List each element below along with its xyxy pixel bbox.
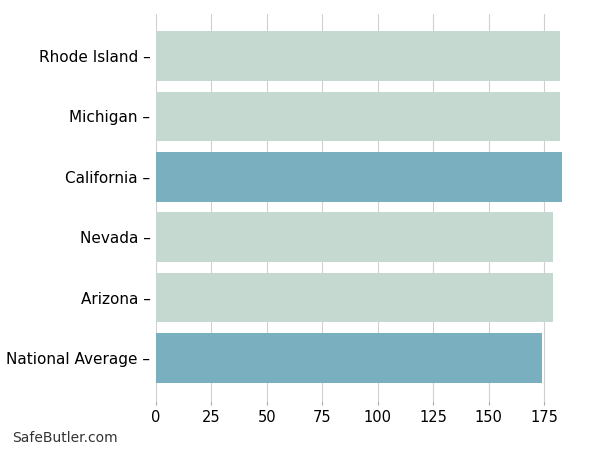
Bar [156,91,560,141]
Text: SafeButler.com: SafeButler.com [12,432,118,446]
Bar [156,333,542,383]
Bar [156,212,553,262]
Bar [156,152,562,202]
Bar [156,273,553,323]
Bar [156,31,560,81]
